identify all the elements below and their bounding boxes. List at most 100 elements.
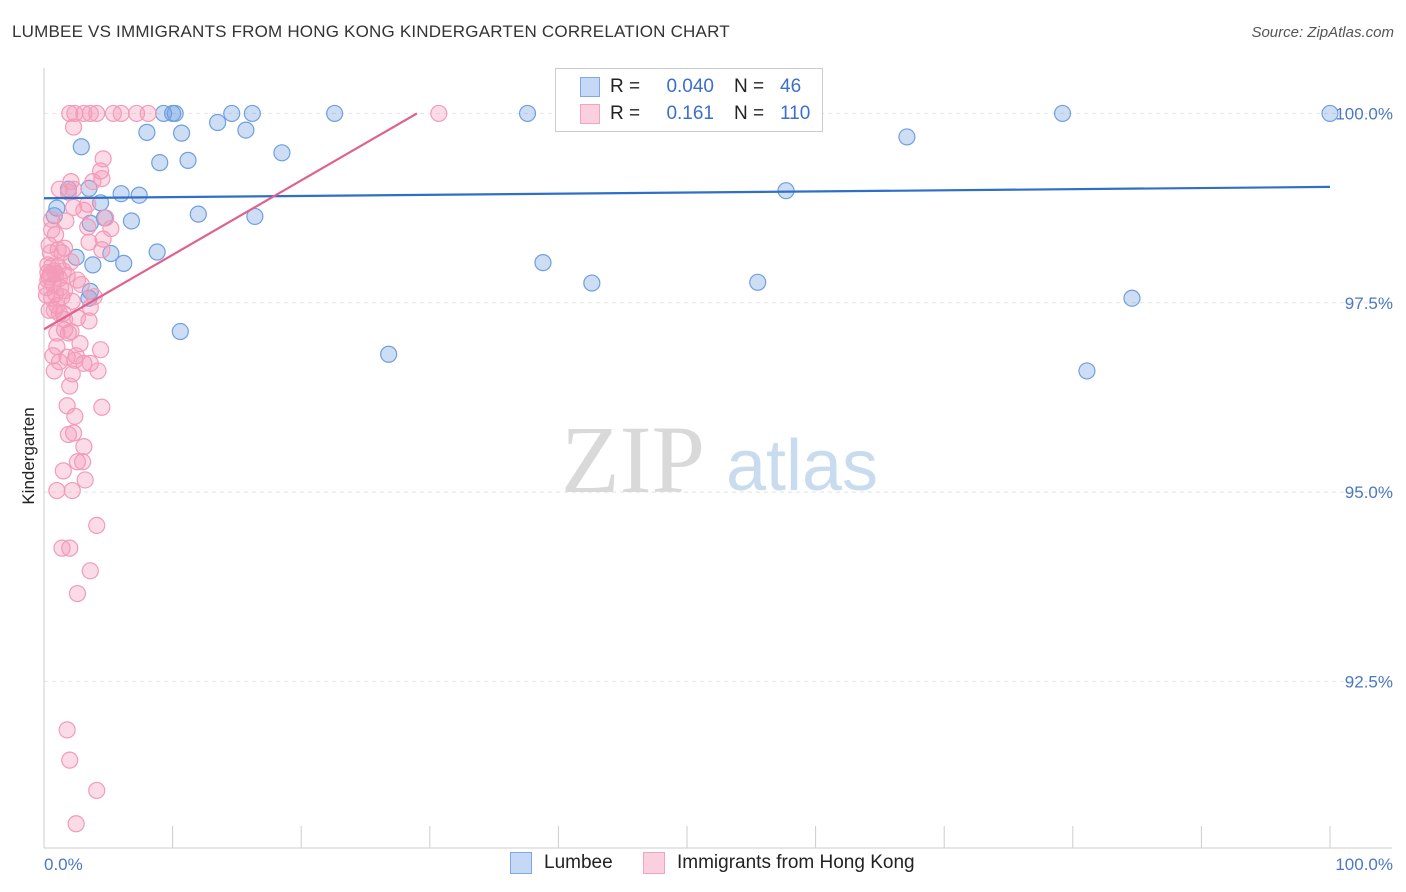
hong-kong-point-86: [67, 815, 85, 833]
watermark-zip: ZIP: [561, 406, 705, 513]
hong-kong-point-78: [88, 516, 106, 534]
hong-kong-point-44: [63, 292, 81, 310]
lumbee-trend-line: [43, 185, 1331, 200]
hong-kong-point-62: [89, 362, 107, 380]
y-tick-label-1: 97.5%: [1345, 294, 1393, 313]
lumbee-point-17: [179, 151, 197, 169]
lumbee-point-36: [749, 273, 767, 291]
hong-kong-point-91: [39, 271, 57, 289]
lumbee-point-34: [534, 254, 552, 272]
legend-r-value: 0.161: [666, 103, 714, 124]
lumbee-point-8: [1053, 104, 1072, 123]
lumbee-point-4: [243, 104, 261, 123]
legend-swatch-lumbee: [510, 852, 532, 874]
hong-kong-point-77: [63, 481, 81, 500]
hong-kong-point-16: [59, 183, 78, 201]
hong-kong-point-103: [43, 210, 61, 229]
gridlines: [44, 112, 1392, 682]
hong-kong-point-101: [67, 347, 85, 365]
legend-n-label: N =: [734, 76, 765, 97]
hong-kong-point-68: [66, 407, 84, 425]
lumbee-point-30: [148, 243, 166, 261]
hong-kong-point-107: [62, 172, 80, 191]
lumbee-point-9: [1321, 104, 1339, 123]
chart-title: LUMBEE VS IMMIGRANTS FROM HONG KONG KIND…: [12, 22, 730, 41]
series-legend: Lumbee Immigrants from Hong Kong: [0, 852, 1406, 878]
hong-kong-point-53: [62, 322, 80, 341]
hong-kong-point-81: [81, 562, 99, 580]
lumbee-point-32: [84, 256, 102, 274]
y-tick-label-3: 92.5%: [1345, 672, 1393, 691]
hong-kong-point-19: [97, 209, 115, 227]
hong-kong-point-76: [48, 481, 66, 500]
hong-kong-point-72: [68, 453, 87, 471]
lumbee-point-25: [189, 205, 207, 223]
watermark-atlas: atlas: [726, 426, 878, 506]
hong-kong-point-61: [50, 353, 69, 371]
hong-kong-point-97: [52, 279, 70, 297]
hong-kong-point-98: [72, 275, 90, 294]
x-tick-label-0: 0.0%: [44, 855, 83, 874]
legend-n-value: 110: [780, 103, 811, 124]
x-tick-label-1: 100.0%: [1335, 855, 1393, 874]
y-tick-label-2: 95.0%: [1345, 483, 1393, 502]
lumbee-point-5: [326, 104, 344, 123]
hong-kong-point-108: [45, 262, 63, 280]
hong-kong-point-0: [61, 104, 79, 123]
lumbee-point-19: [112, 185, 130, 203]
trend-lines: [43, 112, 1331, 331]
lumbee-point-13: [237, 121, 255, 139]
legend-item-lumbee: Lumbee: [510, 852, 613, 874]
hong-kong-point-4: [88, 104, 106, 123]
hong-kong-point-8: [139, 104, 157, 123]
source-credit: Source: ZipAtlas.com: [1251, 24, 1394, 41]
hong-kong-point-74: [54, 462, 72, 480]
legend-label-hong-kong: Immigrants from Hong Kong: [677, 852, 915, 873]
hong-kong-point-73: [73, 453, 92, 471]
lumbee-point-40: [380, 345, 398, 363]
hong-kong-point-84: [61, 751, 79, 769]
hong-kong-point-10: [64, 118, 83, 136]
hong-kong-point-21: [79, 218, 97, 236]
lumbee-point-16: [151, 154, 169, 172]
hong-kong-point-57: [44, 347, 62, 365]
lumbee-point-31: [102, 244, 120, 263]
hong-kong-point-92: [40, 236, 58, 254]
hong-kong-point-85: [88, 781, 106, 800]
hong-kong-point-70: [64, 424, 83, 442]
lumbee-point-6: [518, 104, 537, 123]
hong-kong-point-63: [45, 362, 63, 380]
hong-kong-point-9: [430, 104, 448, 123]
legend-item-hong-kong: Immigrants from Hong Kong: [643, 852, 915, 874]
hong-kong-point-56: [91, 341, 110, 359]
lumbee-point-2: [166, 104, 184, 123]
lumbee-point-20: [130, 186, 148, 204]
hong-kong-point-2: [75, 104, 93, 123]
hong-kong-point-6: [112, 104, 130, 123]
hong-kong-point-94: [79, 195, 97, 213]
lumbee-point-10: [209, 113, 227, 132]
legend-label-lumbee: Lumbee: [544, 852, 613, 873]
y-axis-label: Kindergarten: [19, 407, 38, 504]
hong-kong-point-95: [94, 230, 112, 248]
series-lumbee-points: [45, 104, 1339, 380]
y-tick-label-0: 100.0%: [1335, 104, 1393, 123]
hong-kong-point-96: [37, 286, 56, 304]
legend-r-label: R =: [610, 103, 641, 124]
lumbee-point-15: [273, 144, 291, 162]
axes: [43, 68, 1392, 849]
lumbee-point-39: [171, 322, 189, 341]
lumbee-point-3: [223, 104, 241, 123]
lumbee-point-38: [1123, 289, 1141, 307]
hong-kong-point-17: [64, 198, 83, 216]
hong-kong-point-99: [40, 301, 58, 319]
hong-kong-point-106: [57, 212, 75, 230]
series-hong-kong-points: [37, 104, 448, 833]
lumbee-point-12: [173, 124, 191, 142]
hong-kong-point-80: [61, 539, 79, 557]
hong-kong-point-30: [80, 233, 98, 251]
legend-swatch-hong-kong: [580, 104, 600, 124]
hong-kong-point-3: [81, 104, 99, 123]
legend-n-label: N =: [734, 103, 765, 124]
hong-kong-point-71: [75, 438, 93, 456]
